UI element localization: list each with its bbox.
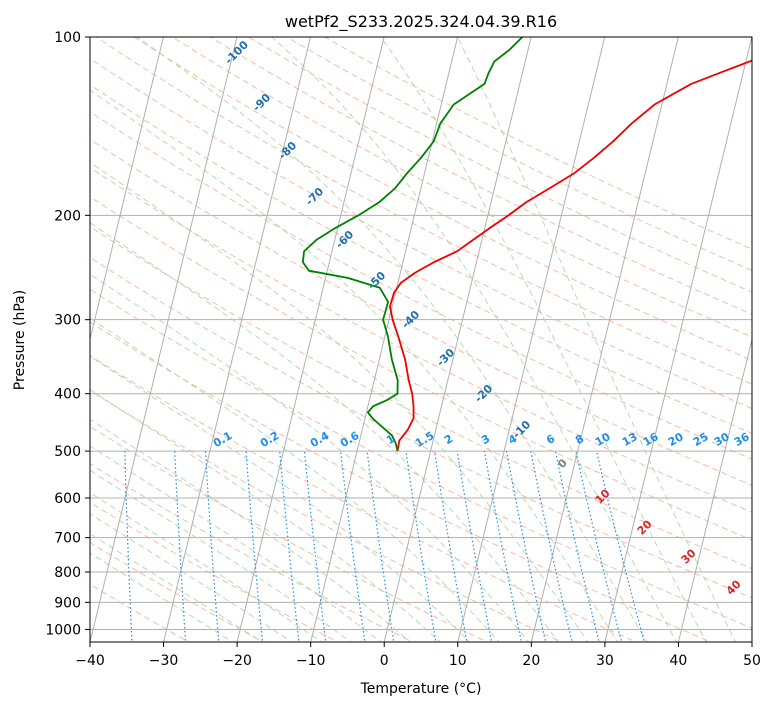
moist-adiabat-line bbox=[271, 37, 678, 642]
y-tick-label: 100 bbox=[54, 30, 81, 46]
dry-adiabat-line bbox=[95, 37, 752, 385]
isotherm-line bbox=[604, 37, 752, 642]
mixing-ratio-line bbox=[505, 450, 547, 642]
moist-adiabat-line bbox=[90, 418, 411, 642]
y-tick-label: 400 bbox=[54, 387, 81, 403]
moist-adiabat-line bbox=[90, 161, 589, 642]
mixing-ratio-line bbox=[366, 451, 395, 642]
mixing-ratio-line bbox=[124, 451, 133, 642]
mixing-ratio-line bbox=[530, 450, 573, 642]
moist-adiabat-line bbox=[90, 317, 500, 642]
x-tick-label: 10 bbox=[449, 653, 467, 669]
x-tick-label: −30 bbox=[149, 653, 179, 669]
temperature-profile-line bbox=[389, 59, 752, 452]
moist-adiabat-line bbox=[90, 492, 323, 642]
isotherm-line bbox=[90, 37, 238, 642]
moist-adiabat-line bbox=[90, 222, 559, 642]
mixing-ratio-line bbox=[575, 450, 623, 642]
dry-adiabat-line bbox=[90, 167, 752, 513]
isotherm-line bbox=[383, 37, 532, 642]
isotherm-line bbox=[530, 37, 679, 642]
x-tick-label: −40 bbox=[75, 653, 105, 669]
y-tick-label: 500 bbox=[54, 444, 81, 460]
mixing-ratio-line bbox=[483, 450, 523, 642]
dry-adiabat-line bbox=[90, 226, 752, 570]
y-axis: 100 200 300 400 500 600 700 800 900 1000 bbox=[45, 30, 90, 638]
mixing-ratio-line bbox=[279, 451, 300, 642]
mixing-ratio-line bbox=[340, 451, 366, 642]
isotherm-line bbox=[677, 337, 752, 642]
dry-adiabat-line bbox=[90, 257, 752, 599]
moist-adiabat-line bbox=[90, 389, 441, 642]
mixing-ratio-line bbox=[456, 451, 493, 642]
plot-frame bbox=[89, 36, 753, 643]
mixing-ratio-line bbox=[554, 450, 600, 642]
dry-adiabat-line bbox=[90, 355, 638, 642]
y-tick-label: 700 bbox=[54, 531, 81, 547]
dry-adiabat-line bbox=[90, 138, 752, 486]
dry-adiabat-line bbox=[90, 389, 563, 642]
x-tick-label: 20 bbox=[522, 653, 540, 669]
moist-adiabat-line bbox=[90, 273, 530, 642]
y-tick-label: 900 bbox=[54, 595, 81, 611]
x-axis: −40 −30 −20 −10 0 10 20 30 40 50 bbox=[75, 642, 761, 669]
x-tick-label: 50 bbox=[743, 653, 761, 669]
mixing-ratio-line bbox=[174, 451, 187, 642]
moist-adiabat-line bbox=[90, 89, 619, 642]
dewpoint-profile-line bbox=[301, 37, 523, 452]
dry-adiabat-line bbox=[133, 37, 752, 361]
moist-adiabat-line bbox=[137, 37, 648, 642]
dry-adiabat-line bbox=[90, 111, 752, 460]
y-tick-label: 300 bbox=[54, 313, 81, 329]
moist-adiabat-line bbox=[380, 37, 707, 642]
chart-title: wetPf2_S233.2025.324.04.39.R16 bbox=[285, 12, 557, 32]
mixing-ratio-line bbox=[303, 451, 327, 642]
dry-adiabat-line bbox=[90, 196, 752, 541]
x-tick-label: −10 bbox=[296, 653, 326, 669]
x-tick-label: 40 bbox=[670, 653, 688, 669]
y-tick-label: 1000 bbox=[45, 622, 81, 638]
mixing-ratio-line bbox=[433, 451, 468, 642]
mixing-ratio-line bbox=[595, 450, 645, 642]
moist-adiabat-line bbox=[90, 469, 352, 642]
moist-adiabat-line bbox=[457, 37, 737, 642]
dry-adiabat-line bbox=[90, 57, 752, 410]
moist-adiabat-line bbox=[90, 445, 382, 642]
x-tick-label: −20 bbox=[222, 653, 252, 669]
isotherm-line bbox=[457, 37, 606, 642]
dry-adiabat-line bbox=[90, 501, 339, 642]
x-tick-label: 30 bbox=[596, 653, 614, 669]
x-axis-title: Temperature (°C) bbox=[360, 681, 482, 697]
y-tick-label: 800 bbox=[54, 565, 81, 581]
dry-adiabat-line bbox=[90, 84, 752, 434]
mixing-ratio-line bbox=[245, 451, 264, 642]
moist-adiabat-line bbox=[90, 355, 471, 642]
y-tick-label: 600 bbox=[54, 491, 81, 507]
isotherm-line bbox=[236, 37, 385, 642]
dry-adiabat-line bbox=[90, 321, 713, 642]
mixing-ratio-line bbox=[204, 451, 220, 642]
isotherm-line bbox=[310, 37, 459, 642]
dry-adiabat-line bbox=[90, 288, 752, 629]
y-axis-title: Pressure (hPa) bbox=[12, 290, 28, 390]
x-tick-label: 0 bbox=[380, 653, 389, 669]
y-tick-label: 200 bbox=[54, 208, 81, 224]
isotherm-line bbox=[163, 37, 312, 642]
plot-area: -100-90-80-70-60-50-40-30-20-100.1 0.2 0.4… bbox=[89, 36, 753, 643]
mixing-ratio-line bbox=[405, 451, 437, 642]
